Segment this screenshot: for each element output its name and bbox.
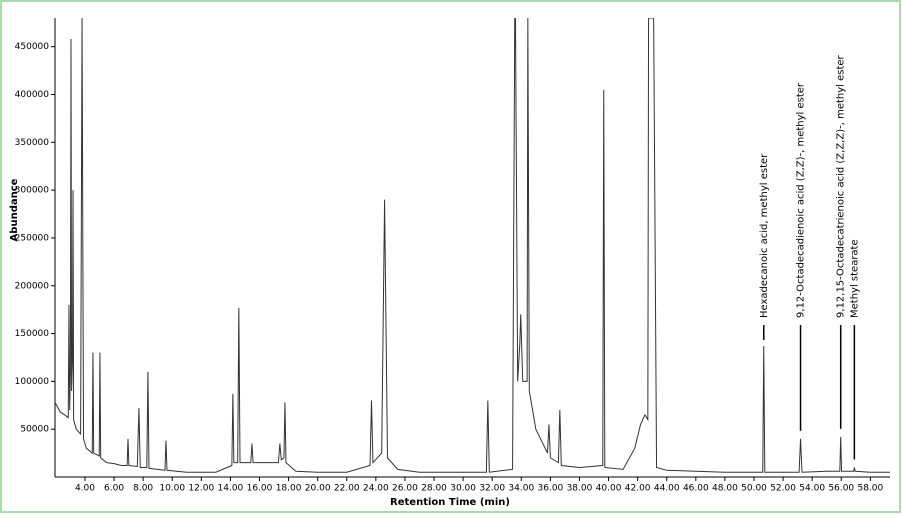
x-tick-label: 14.00 [218, 484, 244, 494]
x-axis-title: Retention Time (min) [390, 497, 510, 508]
y-tick-label: 350000 [15, 138, 50, 148]
x-tick-label: 22.00 [334, 484, 360, 494]
x-tick-label: 56.00 [828, 484, 854, 494]
x-tick-label: 20.00 [305, 484, 331, 494]
x-tick-label: 32.00 [479, 484, 505, 494]
x-tick-label: 18.00 [276, 484, 302, 494]
annotation-label: 9,12-Octadecadienoic acid (Z,Z)-, methyl… [796, 82, 807, 318]
x-tick-label: 44.00 [654, 484, 680, 494]
x-tick-label: 52.00 [770, 484, 796, 494]
x-tick-label: 34.00 [508, 484, 534, 494]
x-tick-label: 42.00 [625, 484, 651, 494]
chromatogram-trace [55, 18, 890, 473]
x-tick-label: 10.00 [159, 484, 185, 494]
x-tick-label: 6.00 [104, 484, 124, 494]
x-tick-label: 54.00 [799, 484, 825, 494]
y-tick-label: 100000 [15, 377, 50, 387]
annotation-label: Hexadecanoic acid, methyl ester [759, 153, 770, 318]
x-tick-label: 26.00 [392, 484, 418, 494]
x-tick-label: 16.00 [247, 484, 273, 494]
y-tick-label: 400000 [15, 90, 50, 100]
y-tick-label: 300000 [15, 186, 50, 196]
x-tick-label: 38.00 [567, 484, 593, 494]
y-axis-title: Abundance [9, 178, 20, 241]
x-tick-label: 4.00 [75, 484, 95, 494]
x-tick-label: 8.00 [133, 484, 153, 494]
x-tick-label: 40.00 [596, 484, 622, 494]
y-tick-label: 150000 [15, 329, 50, 339]
x-tick-label: 58.00 [857, 484, 883, 494]
x-tick-label: 30.00 [450, 484, 476, 494]
x-tick-label: 36.00 [538, 484, 564, 494]
y-tick-label: 50000 [20, 425, 49, 435]
x-tick-label: 12.00 [188, 484, 214, 494]
x-tick-label: 50.00 [741, 484, 767, 494]
x-tick-label: 46.00 [683, 484, 709, 494]
y-tick-label: 200000 [15, 281, 50, 291]
annotation-label: 9,12,15-Octadecatrienoic acid (Z,Z,Z)-, … [836, 54, 847, 318]
x-tick-label: 24.00 [363, 484, 389, 494]
x-tick-label: 48.00 [712, 484, 738, 494]
y-tick-label: 450000 [15, 42, 50, 52]
x-tick-label: 28.00 [421, 484, 447, 494]
y-tick-label: 250000 [15, 233, 50, 243]
annotation-label: Methyl stearate [849, 239, 860, 318]
